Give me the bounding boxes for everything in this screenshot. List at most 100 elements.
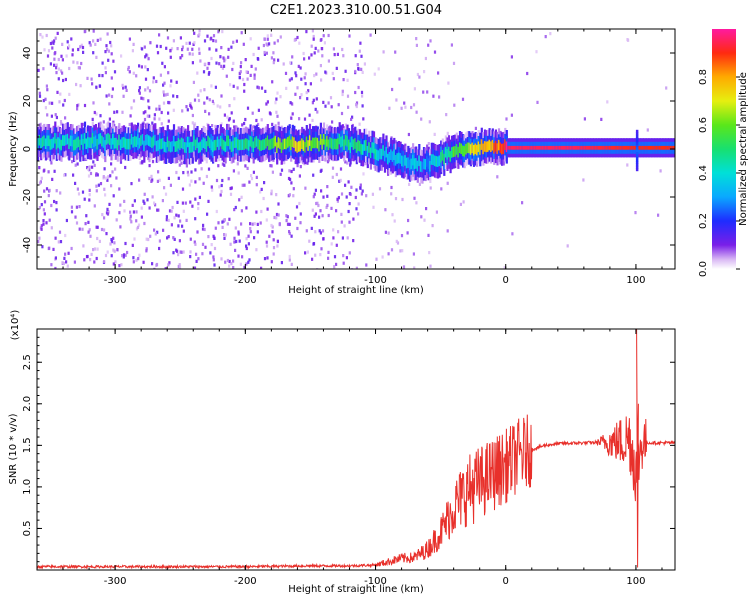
ridge-cell — [301, 138, 304, 149]
noise-speck — [75, 82, 78, 87]
noise-speck — [295, 205, 299, 209]
noise-speck — [403, 101, 406, 105]
ridge-cell — [135, 136, 138, 148]
ridge-cell — [455, 144, 458, 155]
noise-speck — [285, 86, 288, 90]
noise-speck — [104, 193, 107, 197]
noise-speck — [408, 182, 411, 186]
noise-speck — [348, 220, 351, 224]
noise-speck — [221, 225, 224, 229]
ridge-cell — [469, 144, 472, 155]
noise-speck — [55, 208, 58, 212]
noise-speck — [303, 57, 306, 61]
noise-speck — [320, 168, 323, 172]
ridge-cell — [537, 145, 540, 150]
noise-speck — [63, 256, 66, 260]
ridge-cell — [447, 146, 451, 158]
noise-speck — [446, 131, 449, 135]
noise-speck — [160, 122, 163, 126]
noise-speck — [122, 94, 125, 98]
noise-speck — [400, 234, 404, 238]
noise-speck — [253, 73, 256, 77]
ridge-cell — [291, 136, 294, 147]
noise-speck — [147, 237, 150, 242]
noise-speck — [394, 140, 397, 144]
ridge-cell — [441, 150, 444, 161]
noise-speck — [158, 104, 161, 108]
noise-speck — [199, 59, 202, 63]
ridge-cell — [410, 158, 413, 170]
ridge-cell — [241, 139, 244, 150]
noise-speck — [101, 74, 104, 78]
ridge-cell — [491, 139, 494, 151]
noise-speck — [301, 160, 305, 165]
ridge-cell — [551, 145, 554, 150]
noise-speck — [111, 87, 114, 91]
ridge-cell — [272, 137, 276, 149]
noise-speck — [88, 228, 91, 232]
noise-speck — [356, 63, 359, 67]
noise-speck — [53, 169, 56, 173]
ridge-cell — [476, 144, 479, 156]
y-tick-label: 2.0 — [22, 396, 33, 412]
ridge-cell — [140, 135, 143, 146]
noise-speck — [227, 55, 230, 59]
ridge-cell — [40, 138, 43, 149]
noise-speck — [96, 225, 99, 229]
ridge-cell — [604, 145, 607, 150]
noise-speck — [280, 168, 284, 172]
noise-speck — [170, 47, 174, 51]
noise-speck — [185, 218, 188, 222]
noise-speck — [167, 176, 170, 180]
noise-speck — [346, 94, 350, 98]
noise-speck — [158, 178, 161, 182]
ridge-cell — [588, 145, 591, 150]
spectrogram-heatmap — [37, 29, 675, 269]
ridge-cell — [244, 138, 247, 149]
noise-speck — [149, 234, 152, 238]
noise-speck — [327, 213, 330, 218]
ridge-cell — [143, 140, 146, 152]
noise-speck — [221, 178, 224, 183]
noise-speck — [322, 237, 325, 241]
x-tick-label: 0 — [503, 275, 509, 286]
noise-speck — [56, 90, 59, 94]
noise-speck — [111, 170, 114, 174]
noise-speck — [284, 71, 288, 75]
noise-speck — [176, 47, 179, 51]
noise-speck — [371, 192, 374, 196]
noise-speck — [395, 239, 398, 243]
ridge-cell — [97, 134, 101, 145]
noise-speck — [110, 184, 113, 188]
noise-speck — [346, 161, 349, 165]
noise-speck — [194, 197, 197, 201]
noise-speck — [75, 221, 79, 225]
noise-speck — [82, 244, 85, 248]
noise-speck — [114, 167, 117, 171]
noise-speck — [112, 248, 115, 252]
noise-speck — [59, 120, 63, 124]
x-tick-label: -200 — [234, 275, 257, 286]
noise-speck — [337, 196, 340, 200]
noise-speck — [265, 244, 269, 248]
noise-speck — [95, 85, 98, 89]
noise-speck — [127, 65, 130, 70]
noise-speck — [80, 43, 83, 47]
noise-speck — [335, 172, 338, 177]
noise-speck — [665, 86, 668, 90]
noise-speck — [175, 80, 178, 84]
noise-speck — [189, 102, 192, 106]
noise-speck — [146, 68, 149, 72]
noise-speck — [349, 192, 352, 196]
noise-speck — [95, 256, 98, 261]
noise-speck — [43, 212, 46, 216]
noise-speck — [184, 201, 187, 205]
noise-speck — [332, 47, 335, 51]
noise-speck — [168, 261, 171, 265]
noise-speck — [355, 103, 358, 107]
noise-speck — [272, 51, 275, 55]
ridge-cell — [230, 141, 233, 153]
noise-speck — [43, 189, 46, 193]
noise-speck — [122, 255, 125, 259]
noise-speck — [322, 100, 325, 104]
